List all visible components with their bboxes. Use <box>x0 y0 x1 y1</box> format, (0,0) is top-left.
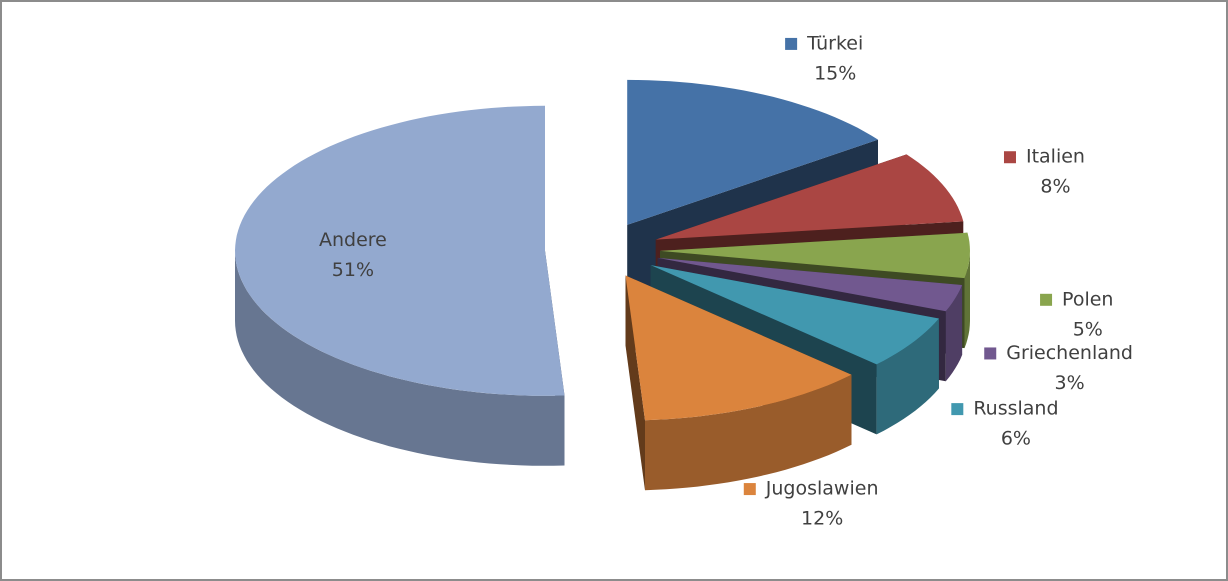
data-label: 12% <box>801 508 843 530</box>
legend-marker <box>785 37 798 50</box>
legend-label: Russland <box>973 398 1058 420</box>
slice <box>650 265 939 365</box>
slice-side <box>964 250 970 349</box>
slice <box>657 257 963 312</box>
slice-side <box>625 275 645 491</box>
slice-side <box>876 318 939 435</box>
legend-marker <box>743 483 756 496</box>
slice <box>627 79 878 225</box>
legend-label: Polen <box>1062 288 1113 310</box>
data-label: 3% <box>1055 372 1085 394</box>
data-label: 51% <box>332 259 374 281</box>
slice-side <box>235 250 565 466</box>
slice <box>660 232 970 279</box>
legend-label: Jugoslawien <box>765 478 879 500</box>
legend-marker <box>1040 293 1053 306</box>
slice <box>235 105 565 466</box>
legend-label: Türkei <box>806 32 863 54</box>
slice <box>625 275 852 491</box>
data-label: 8% <box>1040 176 1070 198</box>
slice-side <box>945 285 963 382</box>
data-label: 15% <box>814 62 856 84</box>
slice <box>625 275 852 421</box>
slice-side <box>645 374 852 491</box>
legend-marker <box>951 403 964 416</box>
slice <box>235 105 565 396</box>
data-label: 5% <box>1073 318 1103 340</box>
legend-marker <box>1003 151 1016 164</box>
legend-marker <box>984 347 997 360</box>
legend-label: Andere <box>319 229 387 251</box>
legend-label: Italien <box>1026 146 1085 168</box>
slice <box>655 154 964 240</box>
legend-label: Griechenland <box>1006 342 1133 364</box>
data-label: 6% <box>1001 428 1031 450</box>
